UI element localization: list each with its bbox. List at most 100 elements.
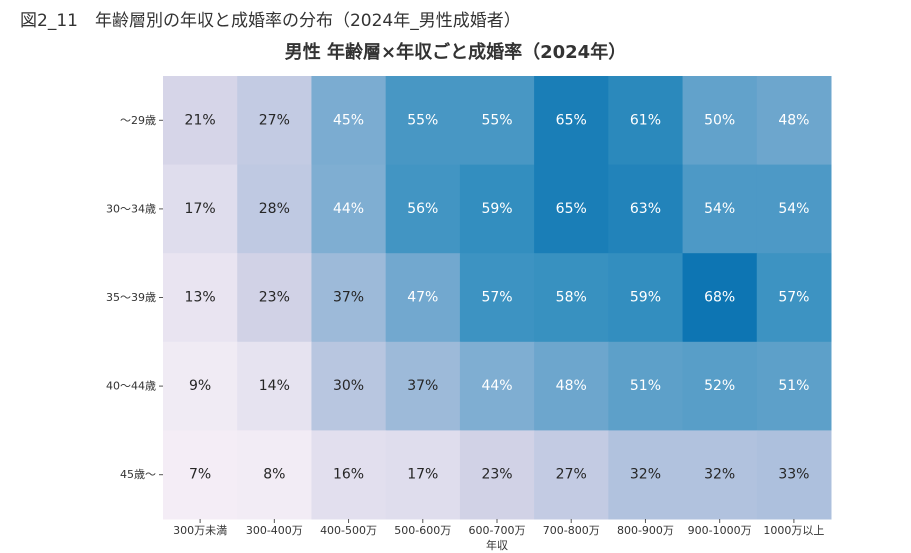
x-tick-label: 300万未満 xyxy=(173,524,227,537)
cell-value-label: 13% xyxy=(185,290,216,306)
cell-value-label: 23% xyxy=(481,467,512,483)
heatmap-cell xyxy=(756,253,832,343)
cell-value-label: 16% xyxy=(333,467,364,483)
heatmap-cell xyxy=(608,76,684,166)
heatmap-cell xyxy=(756,430,832,520)
x-tick-label: 500-600万 xyxy=(394,524,451,537)
cell-value-label: 57% xyxy=(481,290,512,306)
cell-value-label: 27% xyxy=(259,112,290,128)
heatmap-cell xyxy=(756,76,832,166)
cell-value-label: 68% xyxy=(704,290,735,306)
x-tick-label: 900-1000万 xyxy=(688,524,752,537)
cell-value-label: 23% xyxy=(259,290,290,306)
cell-value-label: 54% xyxy=(778,201,809,217)
cell-value-label: 27% xyxy=(556,467,587,483)
cell-value-label: 61% xyxy=(630,112,661,128)
heatmap-cell xyxy=(385,430,461,520)
cell-value-label: 32% xyxy=(630,467,661,483)
figure-caption: 図2_11 年齢層別の年収と成婚率の分布（2024年_男性成婚者） xyxy=(20,11,521,31)
heatmap-cell xyxy=(163,76,238,166)
heatmap-cell xyxy=(311,76,387,166)
heatmap-cell xyxy=(311,430,387,520)
heatmap-cell xyxy=(237,164,312,254)
cell-value-label: 58% xyxy=(556,290,587,306)
chart-title: 男性 年齢層×年収ごと成婚率（2024年） xyxy=(284,42,627,63)
heatmap-cell xyxy=(459,164,535,254)
cell-value-label: 56% xyxy=(407,201,438,217)
heatmap-cell xyxy=(534,164,609,254)
x-tick-label: 300-400万 xyxy=(246,524,303,537)
heatmap-cell xyxy=(237,253,312,343)
heatmap-cell xyxy=(682,76,758,166)
heatmap-cell xyxy=(459,341,535,431)
cell-value-label: 63% xyxy=(630,201,661,217)
x-tick-label: 1000万以上 xyxy=(763,524,824,537)
heatmap-cell xyxy=(385,253,461,343)
x-tick-label: 700-800万 xyxy=(543,524,600,537)
cell-value-label: 65% xyxy=(556,112,587,128)
heatmap-cell xyxy=(682,253,758,343)
heatmap-cell xyxy=(163,341,238,431)
cell-value-label: 44% xyxy=(333,201,364,217)
heatmap-cell xyxy=(163,430,238,520)
heatmap-cell xyxy=(311,164,387,254)
cell-value-label: 7% xyxy=(189,467,211,483)
heatmap-cell xyxy=(756,164,832,254)
cell-value-label: 32% xyxy=(704,467,735,483)
heatmap-cell xyxy=(682,341,758,431)
cell-value-label: 48% xyxy=(778,112,809,128)
heatmap-cell xyxy=(682,430,758,520)
heatmap-cell xyxy=(311,341,387,431)
cell-value-label: 30% xyxy=(333,378,364,394)
cell-value-label: 48% xyxy=(556,378,587,394)
heatmap-cell xyxy=(608,430,684,520)
heatmap-cell xyxy=(459,76,535,166)
cell-value-label: 21% xyxy=(185,112,216,128)
heatmap-cell xyxy=(534,253,609,343)
y-tick-label: 45歳～ xyxy=(120,468,156,481)
cell-value-label: 52% xyxy=(704,378,735,394)
cell-value-label: 59% xyxy=(481,201,512,217)
cell-value-label: 59% xyxy=(630,290,661,306)
heatmap-cell xyxy=(385,76,461,166)
heatmap-cell xyxy=(237,341,312,431)
heatmap-cell xyxy=(163,164,238,254)
cell-value-label: 51% xyxy=(630,378,661,394)
heatmap-cell xyxy=(534,430,609,520)
heatmap-cell xyxy=(311,253,387,343)
cell-value-label: 55% xyxy=(407,112,438,128)
cell-value-label: 8% xyxy=(263,467,285,483)
cell-value-label: 14% xyxy=(259,378,290,394)
cell-value-label: 47% xyxy=(407,290,438,306)
heatmap-cell xyxy=(608,164,684,254)
cell-value-label: 37% xyxy=(333,290,364,306)
heatmap-cell xyxy=(534,341,609,431)
cell-value-label: 9% xyxy=(189,378,211,394)
heatmap-cell xyxy=(608,253,684,343)
y-tick-label: 35～39歳 xyxy=(106,291,156,304)
heatmap-cell xyxy=(237,76,312,166)
heatmap-cell xyxy=(682,164,758,254)
heatmap-cell xyxy=(534,76,609,166)
cell-value-label: 50% xyxy=(704,112,735,128)
heatmap-cell xyxy=(459,430,535,520)
y-tick-label: 40～44歳 xyxy=(106,380,156,393)
cell-value-label: 28% xyxy=(259,201,290,217)
heatmap-cell xyxy=(385,164,461,254)
cell-value-label: 65% xyxy=(556,201,587,217)
cell-value-label: 37% xyxy=(407,378,438,394)
x-tick-label: 400-500万 xyxy=(320,524,377,537)
y-tick-label: 30～34歳 xyxy=(106,202,156,215)
heatmap-cell xyxy=(608,341,684,431)
x-tick-label: 800-900万 xyxy=(617,524,674,537)
cell-value-label: 55% xyxy=(481,112,512,128)
cell-value-label: 51% xyxy=(778,378,809,394)
cell-value-label: 17% xyxy=(407,467,438,483)
heatmap-cell xyxy=(756,341,832,431)
heatmap-cell xyxy=(385,341,461,431)
cell-value-label: 54% xyxy=(704,201,735,217)
x-tick-label: 600-700万 xyxy=(469,524,526,537)
cell-value-label: 57% xyxy=(778,290,809,306)
heatmap-cell xyxy=(237,430,312,520)
